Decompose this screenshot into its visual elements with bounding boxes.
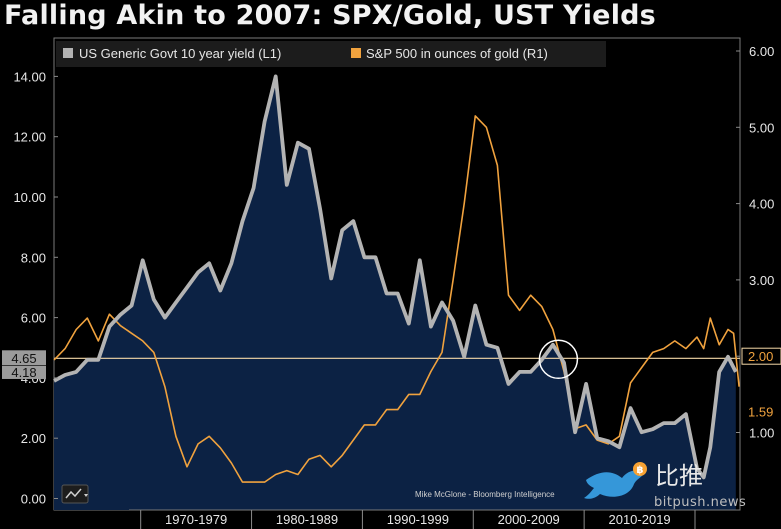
x-category-label: 1980-1989 bbox=[276, 512, 338, 527]
left-tick-label: 2.00 bbox=[21, 431, 46, 446]
bird-logo-icon: ฿ bbox=[584, 462, 647, 499]
legend-swatch-yield bbox=[63, 48, 73, 58]
value-label-bg bbox=[742, 403, 781, 420]
svg-text:฿: ฿ bbox=[637, 465, 644, 476]
annotation-circle bbox=[538, 339, 579, 380]
legend-box bbox=[56, 41, 606, 67]
right-tick-label: 1.00 bbox=[749, 426, 774, 441]
legend: US Generic Govt 10 year yield (L1) S&P 50… bbox=[56, 41, 606, 67]
legend-label-yield: US Generic Govt 10 year yield (L1) bbox=[79, 46, 281, 61]
yield-line bbox=[53, 74, 738, 480]
watermark: ฿ 比推 bitpush.news bbox=[584, 462, 746, 510]
watermark-chinese: 比推 bbox=[655, 462, 703, 490]
x-category-label: 1990-1999 bbox=[387, 512, 449, 527]
spx-gold-line bbox=[53, 115, 740, 483]
legend-swatch-spx bbox=[351, 48, 361, 58]
left-tick-label: 12.00 bbox=[13, 130, 46, 145]
x-axis: 1970-1979 1980-1989 1990-1999 2000-2009 2010… bbox=[129, 509, 740, 529]
right-tick-label: 3.00 bbox=[749, 273, 774, 288]
right-tick-label: 6.00 bbox=[749, 44, 774, 59]
value-label-right-last: 1.59 bbox=[748, 404, 773, 419]
value-label-right-ref: 2.00 bbox=[748, 349, 773, 364]
right-axis: 1.00 2.00 3.00 4.00 5.00 6.00 bbox=[736, 44, 774, 441]
yield-area-layer bbox=[54, 76, 736, 511]
value-label-bg bbox=[741, 347, 781, 365]
left-tick-label: 8.00 bbox=[21, 250, 46, 265]
x-category-label: 1970-1979 bbox=[165, 512, 227, 527]
value-label-left-last: 4.18 bbox=[11, 365, 36, 380]
series-line-layer bbox=[53, 74, 740, 483]
value-label-bg bbox=[2, 365, 46, 379]
left-tick-label: 6.00 bbox=[21, 311, 46, 326]
legend-label-spx: S&P 500 in ounces of gold (R1) bbox=[366, 46, 548, 61]
chart-title: Falling Akin to 2007: SPX/Gold, UST Yiel… bbox=[4, 0, 656, 31]
x-category-label: 2000-2009 bbox=[498, 512, 560, 527]
value-label-layer: 4.654.18 2.00 1.59 bbox=[2, 347, 781, 420]
yield-area-fill bbox=[54, 76, 736, 511]
credit-text: Mike McGlone - Bloomberg Intelligence bbox=[415, 490, 555, 499]
value-label-bg bbox=[2, 350, 46, 366]
x-category-label: 2010-2019 bbox=[608, 512, 670, 527]
watermark-domain: bitpush.news bbox=[654, 495, 746, 510]
right-tick-label: 5.00 bbox=[749, 120, 774, 135]
value-label-left-ref: 4.65 bbox=[11, 351, 36, 366]
chart-type-icon[interactable] bbox=[61, 484, 89, 504]
left-tick-label: 14.00 bbox=[13, 69, 46, 84]
left-tick-label: 10.00 bbox=[13, 190, 46, 205]
right-tick-label: 4.00 bbox=[749, 197, 774, 212]
left-tick-label: 0.00 bbox=[21, 492, 46, 507]
